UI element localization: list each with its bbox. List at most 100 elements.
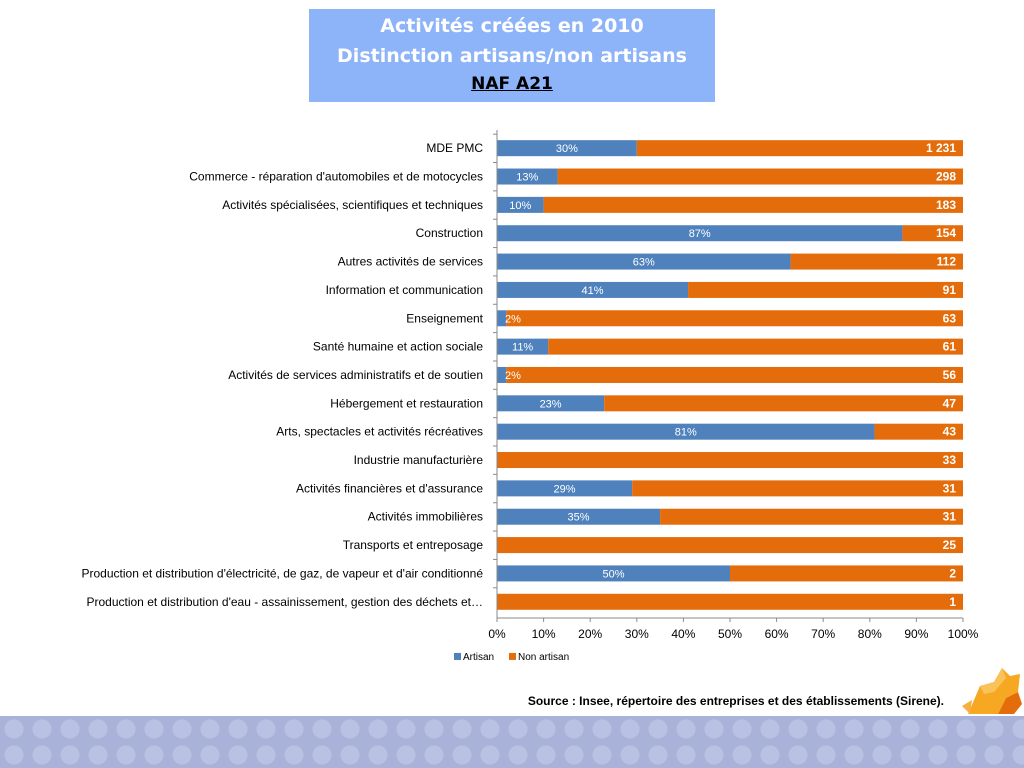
bar-artisan [497,423,875,440]
category-label: Construction [416,226,483,240]
bar-non-artisan [660,508,963,525]
total-label: 43 [943,425,957,439]
category-label: Santé humaine et action sociale [313,340,483,354]
bar-artisan [497,310,507,327]
legend-label-non-artisan: Non artisan [518,652,569,663]
x-tick-label: 80% [858,627,882,641]
bar-artisan [497,140,637,157]
artisan-share-label: 2% [505,313,521,325]
bar-non-artisan [497,593,963,610]
bar-non-artisan [604,395,963,412]
category-label: Arts, spectacles et activités récréative… [276,425,483,439]
bar-non-artisan [497,537,963,554]
x-tick-label: 20% [578,627,602,641]
total-label: 2 [949,566,956,580]
artisan-share-label: 10% [509,200,531,212]
total-label: 47 [943,396,957,410]
category-label: Hébergement et restauration [330,396,483,410]
artisan-share-label: 23% [540,398,562,410]
artisan-share-label: 30% [556,143,578,155]
category-label: MDE PMC [426,141,483,155]
bar-non-artisan [730,565,963,582]
bar-artisan [497,168,558,185]
x-tick-label: 0% [488,627,506,641]
total-label: 1 231 [926,141,956,155]
bar-artisan [497,395,605,412]
bar-non-artisan [790,253,963,270]
artisan-share-label: 35% [568,512,590,524]
chart-title-line-1: Activités créées en 2010 [380,15,644,37]
total-label: 154 [936,226,956,240]
total-label: 298 [936,170,956,184]
bar-artisan [497,225,903,242]
bar-non-artisan [497,452,963,469]
category-label: Activités immobilières [368,510,483,524]
x-tick-label: 30% [625,627,649,641]
category-label: Activités spécialisées, scientifiques et… [222,198,483,212]
total-label: 31 [943,481,957,495]
bar-non-artisan [557,168,963,185]
chart-title-line-2: Distinction artisans/non artisans [337,45,687,67]
footer-band [0,716,1024,768]
insee-logo-icon [962,668,1022,714]
total-label: 1 [949,595,956,609]
category-label: Activités financières et d'assurance [296,481,483,495]
bar-artisan [497,565,730,582]
category-label: Enseignement [406,311,483,325]
bar-non-artisan [874,423,963,440]
legend-swatch-artisan [454,652,461,660]
bar-non-artisan [632,480,963,497]
bar-artisan [497,338,549,355]
x-tick-label: 40% [671,627,695,641]
artisan-share-label: 50% [602,568,624,580]
total-label: 63 [943,311,957,325]
category-label: Autres activités de services [338,255,483,269]
bar-non-artisan [902,225,963,242]
total-label: 91 [943,283,957,297]
category-label: Activités de services administratifs et … [228,368,483,382]
bar-artisan [497,480,633,497]
category-label: Production et distribution d'eau - assai… [86,595,483,609]
x-tick-label: 50% [718,627,742,641]
bar-non-artisan [548,338,963,355]
bar-non-artisan [543,196,963,213]
bar-non-artisan [506,310,963,327]
x-tick-label: 100% [948,627,979,641]
total-label: 25 [943,538,957,552]
x-tick-label: 90% [904,627,928,641]
bar-artisan [497,196,544,213]
artisan-share-label: 63% [633,257,655,269]
chart-title-line-3: NAF A21 [471,74,553,94]
x-tick-label: 70% [811,627,835,641]
category-label: Production et distribution d'électricité… [82,566,484,580]
category-label: Information et communication [326,283,483,297]
bar-artisan [497,253,791,270]
category-label: Transports et entreposage [343,538,484,552]
bar-non-artisan [688,281,963,298]
artisan-share-label: 87% [689,228,711,240]
artisan-share-label: 41% [582,285,604,297]
legend-swatch-non-artisan [509,652,516,660]
category-label: Industrie manufacturière [354,453,484,467]
bar-non-artisan [636,140,963,157]
source-note: Source : Insee, répertoire des entrepris… [527,694,944,708]
bar-artisan [497,366,507,383]
artisan-share-label: 11% [512,342,533,354]
artisan-share-label: 81% [675,427,697,439]
total-label: 183 [936,198,956,212]
total-label: 56 [943,368,957,382]
bar-artisan [497,508,661,525]
x-tick-label: 10% [532,627,556,641]
artisan-share-label: 13% [516,172,538,184]
category-label: Commerce - réparation d'automobiles et d… [189,170,483,184]
total-label: 33 [943,453,957,467]
chart-title-box: Activités créées en 2010 Distinction art… [309,9,715,102]
bar-artisan [497,281,689,298]
legend-label-artisan: Artisan [463,652,494,663]
artisan-share-label: 29% [554,483,576,495]
total-label: 61 [943,340,957,354]
artisan-share-label: 2% [505,370,521,382]
total-label: 112 [937,255,957,269]
x-tick-label: 60% [765,627,789,641]
